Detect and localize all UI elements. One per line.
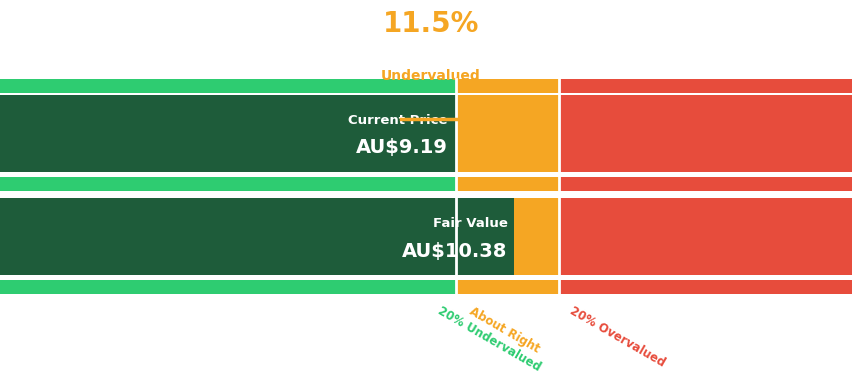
Text: 20% Undervalued: 20% Undervalued [435,304,542,374]
Text: About Right: About Right [466,304,541,355]
Text: 11.5%: 11.5% [383,10,478,38]
Text: AU$9.19: AU$9.19 [355,138,447,157]
Bar [558,280,852,294]
Bar [0,79,456,93]
Bar [0,177,456,191]
Text: Undervalued: Undervalued [381,69,480,83]
Bar [558,79,852,93]
Bar [0,198,456,275]
Bar [0,95,456,172]
Bar [456,280,558,294]
Bar [0,198,514,275]
Text: AU$10.38: AU$10.38 [401,242,507,261]
Bar [558,198,852,275]
Bar [456,177,558,191]
Bar [456,79,558,93]
Bar [558,95,852,172]
Bar [0,280,456,294]
Bar [0,95,456,172]
Bar [456,95,558,172]
Bar [558,177,852,191]
Text: 20% Overvalued: 20% Overvalued [567,304,666,370]
Text: Current Price: Current Price [348,114,447,127]
Text: Fair Value: Fair Value [432,217,507,230]
Bar [456,198,558,275]
